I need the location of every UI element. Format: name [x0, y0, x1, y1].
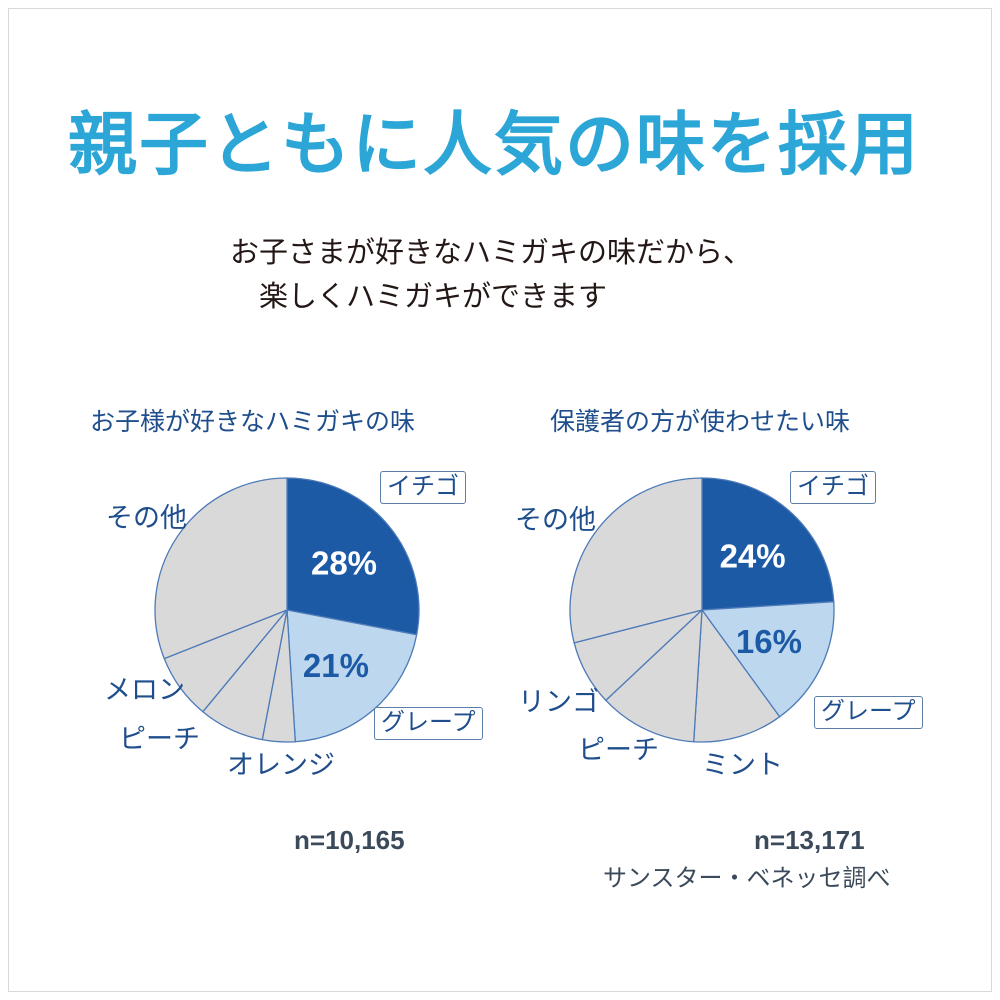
- svg-text:24%: 24%: [720, 538, 786, 575]
- svg-text:21%: 21%: [303, 647, 369, 684]
- svg-text:16%: 16%: [736, 623, 802, 660]
- svg-text:28%: 28%: [311, 544, 377, 581]
